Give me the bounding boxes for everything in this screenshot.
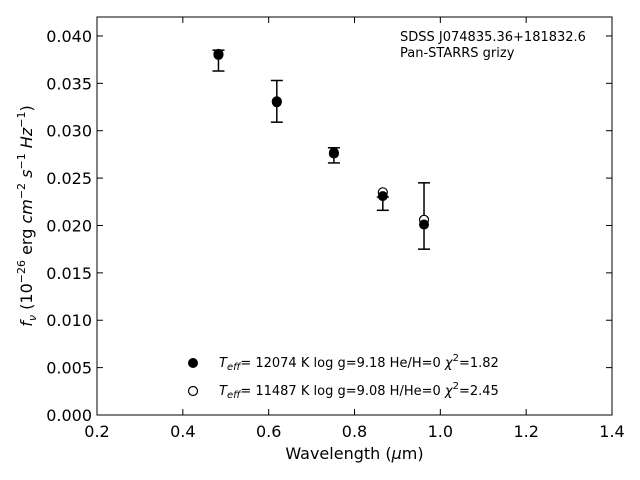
filled-circle-point (377, 191, 388, 202)
filled-circle-point (213, 49, 224, 60)
x-tick-label: 1.2 (513, 422, 538, 441)
y-tick-label: 0.005 (46, 359, 92, 378)
x-tick-label: 0.8 (342, 422, 367, 441)
axis-ticks: 0.2 0.4 0.6 0.8 1.0 1.2 1.4 0.000 0.005 0.010 0.01… (46, 17, 625, 441)
x-tick-label: 0.6 (256, 422, 281, 441)
y-tick-label: 0.000 (46, 406, 92, 425)
y-axis-label: fν (10−26 erg cm−2 s−1 Hz−1) (15, 105, 39, 326)
legend-marker-open (187, 385, 199, 397)
annotation-object-name: SDSS J074835.36+181832.6 (400, 30, 586, 45)
x-axis-label: Wavelength (μm) (285, 444, 423, 463)
x-tick-label: 1.4 (599, 422, 624, 441)
x-tick-label: 1.0 (428, 422, 453, 441)
legend-label-filled: Teff= 12074 K log g=9.18 He/H=0 χ2=1.82 (219, 353, 499, 373)
y-tick-label: 0.020 (46, 216, 92, 235)
error-bars (212, 49, 431, 250)
data-points (213, 48, 430, 230)
x-tick-label: 0.4 (170, 422, 195, 441)
y-tick-label: 0.025 (46, 169, 92, 188)
y-tick-label: 0.035 (46, 74, 92, 93)
y-tick-label: 0.010 (46, 311, 92, 330)
annotation-survey: Pan-STARRS grizy (400, 46, 515, 61)
y-tick-label: 0.040 (46, 27, 92, 46)
x-tick-label: 0.2 (84, 422, 109, 441)
legend: Teff= 12074 K log g=9.18 He/H=0 χ2=1.82 … (187, 353, 499, 401)
y-tick-label: 0.030 (46, 122, 92, 141)
filled-circle-point (271, 97, 282, 108)
filled-circle-point (328, 147, 339, 158)
legend-label-open: Teff= 11487 K log g=9.08 H/He=0 χ2=2.45 (219, 381, 499, 401)
y-tick-label: 0.015 (46, 264, 92, 283)
filled-circle-point (419, 219, 430, 230)
legend-marker-filled (188, 358, 198, 368)
